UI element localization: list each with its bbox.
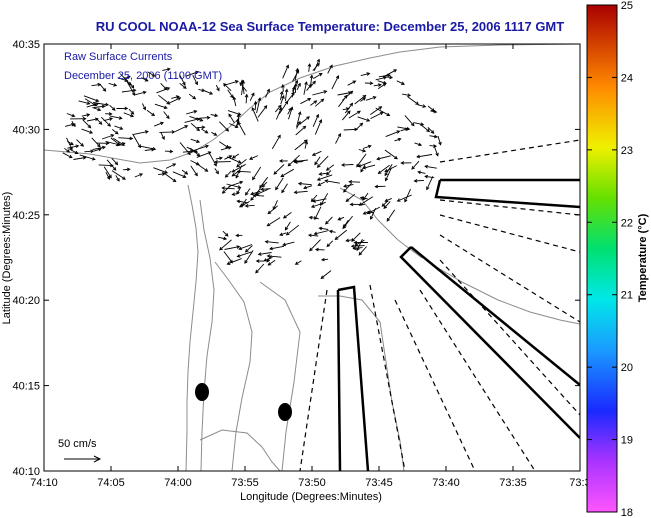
- map-title: RU COOL NOAA-12 Sea Surface Temperature:…: [96, 19, 564, 34]
- scale-arrow: [64, 455, 102, 463]
- x-tick-label: 73:35: [499, 477, 527, 489]
- colorbar-tick-label: 21: [621, 290, 633, 302]
- coastline: [44, 44, 580, 471]
- colorbar: [586, 4, 618, 513]
- y-tick-label: 40:15: [12, 381, 40, 393]
- coverage-boundaries: [336, 178, 580, 471]
- colorbar-tick-label: 24: [621, 72, 633, 84]
- legend-line-2: December 25, 2006 (1100 GMT): [64, 70, 222, 82]
- x-axis-ticks: 74:10 74:05 74:00 73:55 73:50 73:45 73:40 73:35…: [30, 44, 591, 489]
- y-tick-label: 40:10: [12, 466, 40, 478]
- y-axis-label: Latitude (Degrees:Minutes): [1, 192, 13, 325]
- y-tick-label: 40:30: [12, 124, 40, 136]
- x-tick-label: 73:40: [432, 477, 460, 489]
- x-tick-label: 74:00: [164, 477, 192, 489]
- y-tick-label: 40:25: [12, 210, 40, 222]
- colorbar-label: Temperature (°C): [637, 213, 649, 302]
- map-plot-area: Raw Surface Currents December 25, 2006 (…: [44, 44, 580, 471]
- colorbar-tick-label: 22: [621, 217, 633, 229]
- colorbar-tick-label: 20: [621, 362, 633, 374]
- y-axis-ticks: 40:10 40:15 40:20 40:25 40:30 40:35: [12, 39, 580, 478]
- x-tick-label: 73:50: [298, 477, 326, 489]
- x-axis-label: Longitude (Degrees:Minutes): [240, 491, 382, 503]
- colorbar-tick-label: 25: [621, 0, 633, 12]
- x-tick-label: 73:45: [365, 477, 393, 489]
- land-marker-2: [278, 403, 292, 421]
- y-tick-label: 40:20: [12, 295, 40, 307]
- x-tick-label: 73:3: [569, 477, 590, 489]
- colorbar-tick-label: 23: [621, 145, 633, 157]
- land-marker-1: [195, 383, 209, 401]
- scale-label: 50 cm/s: [58, 438, 97, 450]
- colorbar-ticks: 18 19 20 21 22 23 24 25: [587, 0, 633, 518]
- x-tick-label: 74:10: [30, 477, 58, 489]
- radial-beams: [299, 139, 580, 471]
- colorbar-tick-label: 18: [621, 507, 633, 518]
- surface-current-vectors: [62, 58, 442, 279]
- colorbar-tick-label: 19: [621, 435, 633, 447]
- x-tick-label: 74:05: [97, 477, 125, 489]
- x-tick-label: 73:55: [231, 477, 259, 489]
- legend-line-1: Raw Surface Currents: [64, 51, 173, 63]
- y-tick-label: 40:35: [12, 39, 40, 51]
